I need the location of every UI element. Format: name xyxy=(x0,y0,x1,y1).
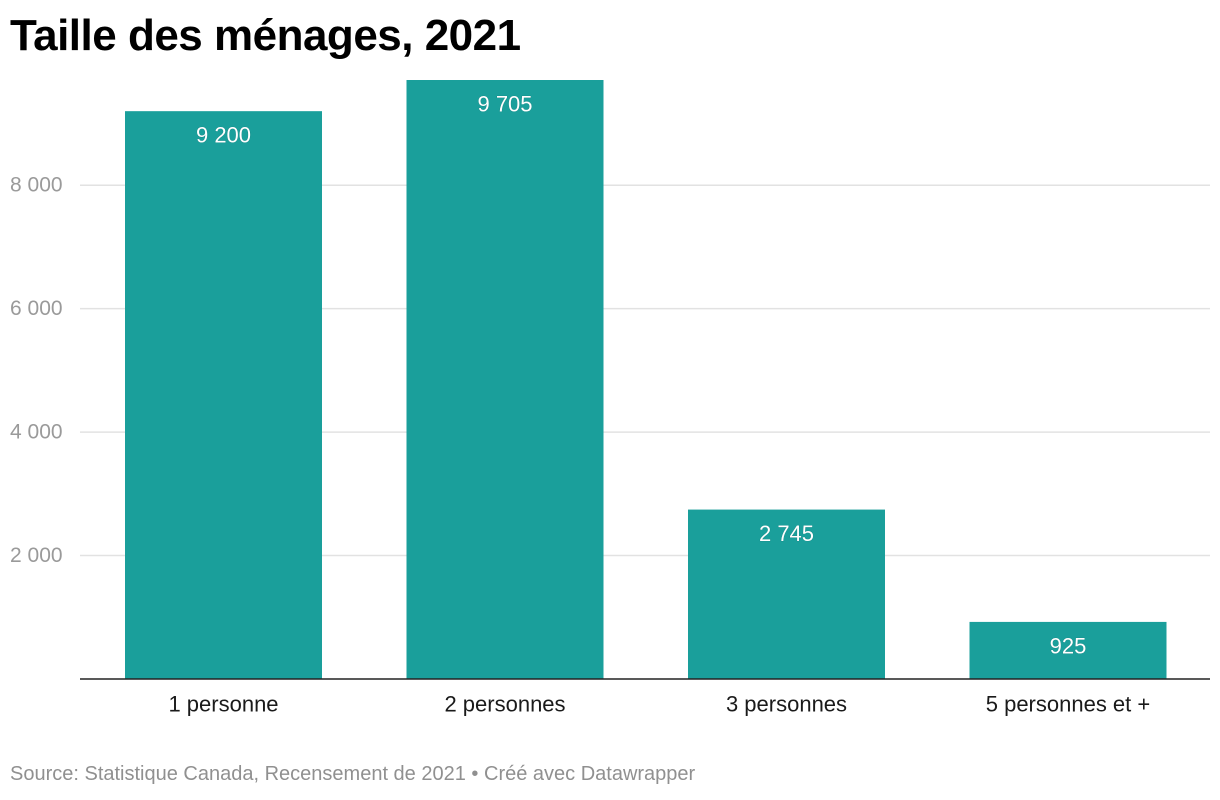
bars xyxy=(125,80,1167,679)
y-tick-label: 8 000 xyxy=(10,174,63,197)
x-tick-label: 5 personnes et + xyxy=(986,692,1151,717)
bar xyxy=(406,80,604,679)
bar xyxy=(688,509,885,679)
bar xyxy=(125,111,322,679)
bar xyxy=(969,621,1167,679)
x-axis-labels: 1 personne 2 personnes 3 personnes 5 person… xyxy=(168,692,1150,717)
source-note: Source: Statistique Canada, Recensement … xyxy=(10,763,466,785)
data-label: 9 705 xyxy=(477,92,532,117)
chart-footer: Source: Statistique Canada, Recensement … xyxy=(10,763,695,786)
y-tick-label: 2 000 xyxy=(10,544,63,567)
y-tick-label: 4 000 xyxy=(10,421,63,444)
data-label: 925 xyxy=(1050,633,1087,658)
x-tick-label: 3 personnes xyxy=(726,692,847,717)
footer-separator: • xyxy=(471,763,479,785)
data-label: 9 200 xyxy=(196,123,251,148)
x-tick-label: 2 personnes xyxy=(444,692,565,717)
x-tick-label: 1 personne xyxy=(168,692,278,717)
y-axis-ticks: 2 000 4 000 6 000 8 000 xyxy=(10,174,63,567)
chart-title: Taille des ménages, 2021 xyxy=(10,11,521,60)
y-tick-label: 6 000 xyxy=(10,297,63,320)
data-label: 2 745 xyxy=(759,521,814,546)
value-labels: 9 200 9 705 2 745 925 xyxy=(196,91,1087,659)
credit-note: Créé avec Datawrapper xyxy=(484,763,696,785)
